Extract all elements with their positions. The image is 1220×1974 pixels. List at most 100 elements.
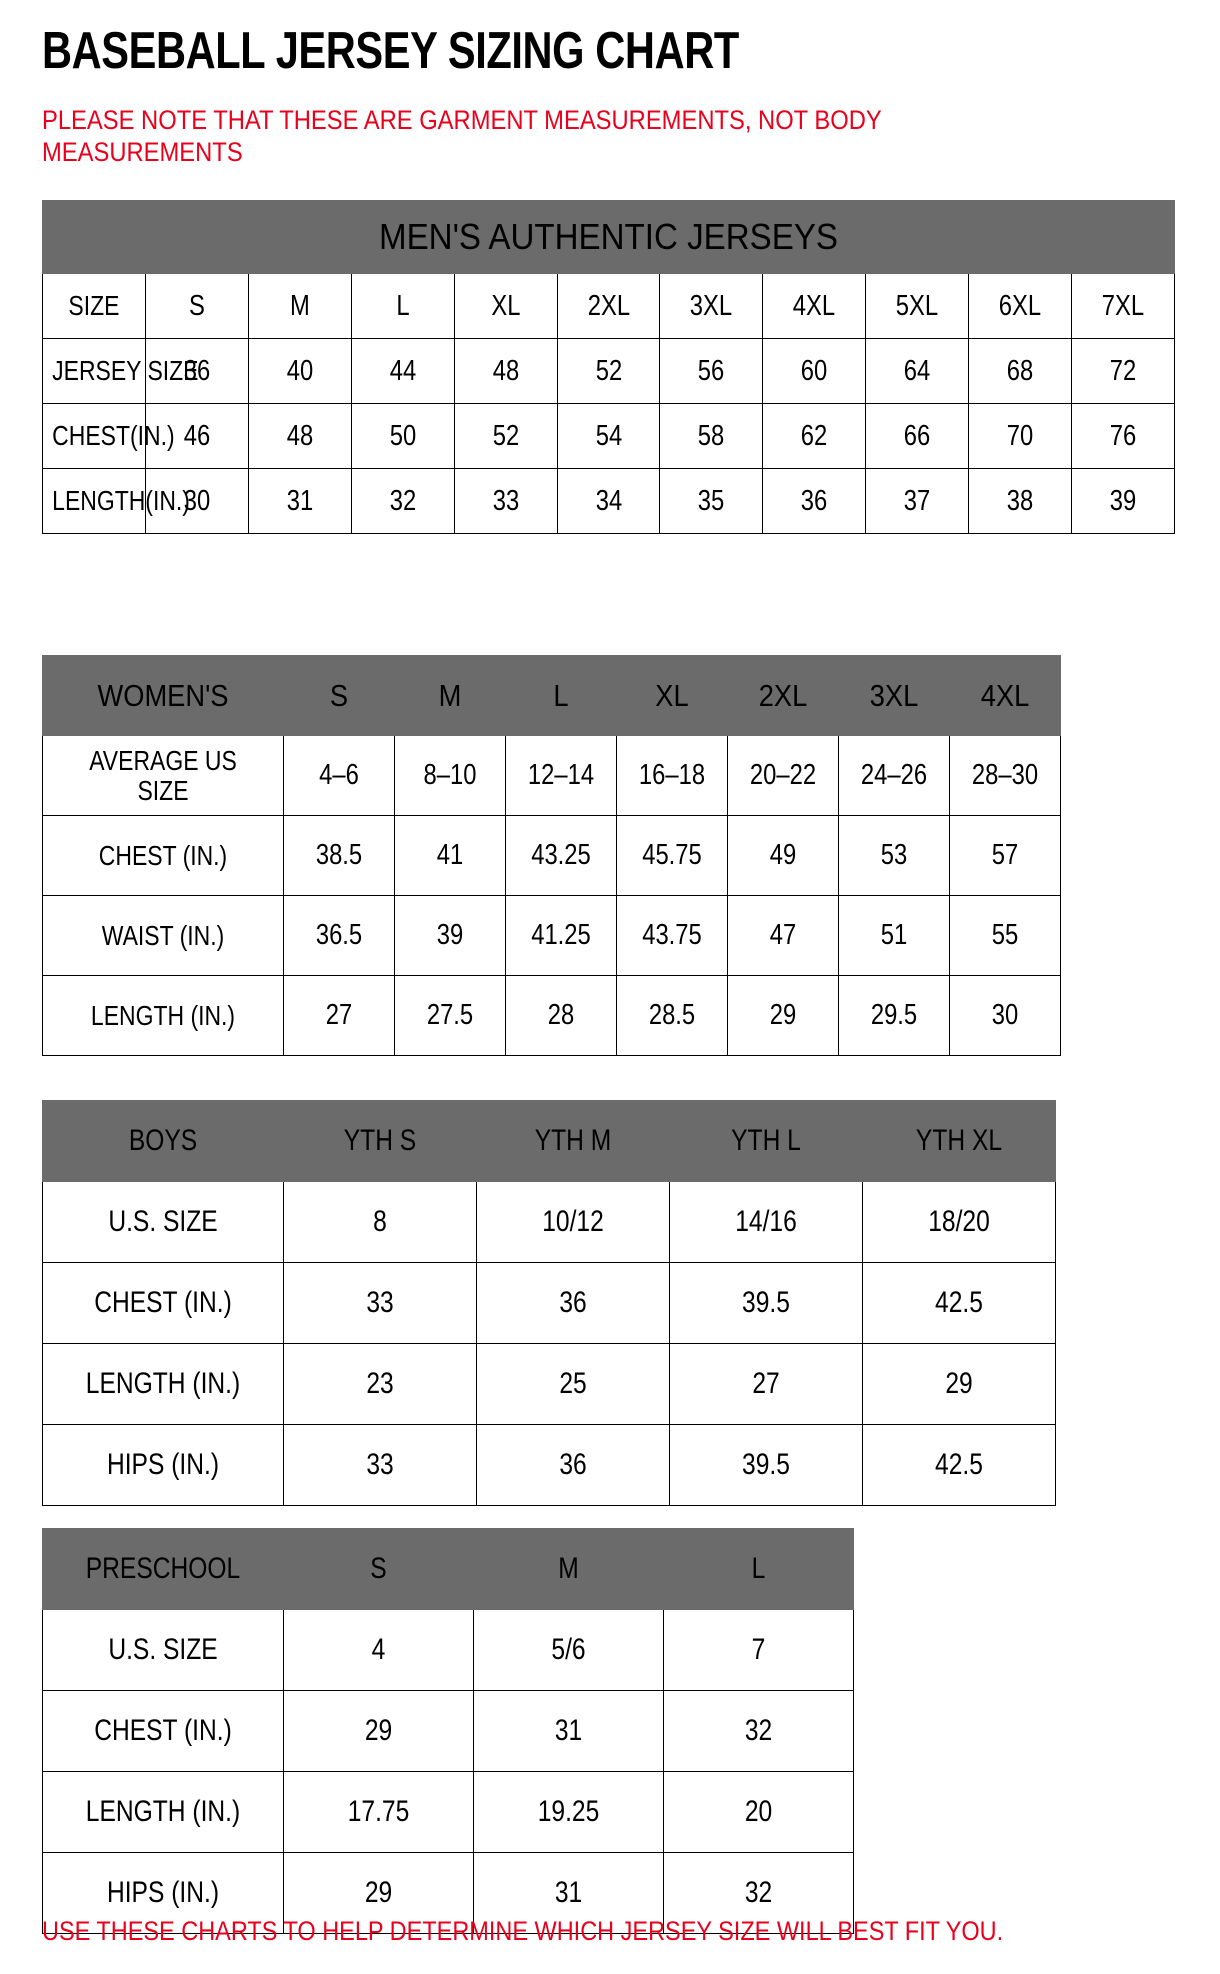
womens-value-cell: 49 — [727, 815, 839, 896]
womens-header-row: WOMEN'S S M L XL 2XL 3XL 4XL — [42, 655, 1061, 736]
table-row: JERSEY SIZE 36 40 44 48 52 56 60 64 68 72 — [42, 338, 1175, 404]
footer-help-note: USE THESE CHARTS TO HELP DETERMINE WHICH… — [42, 1916, 1004, 1946]
mens-value-cell: 37 — [865, 468, 970, 534]
mens-value-cell-text: 48 — [286, 419, 313, 452]
boys-row-label-text: HIPS (IN.) — [106, 1448, 220, 1481]
womens-value-cell: 45.75 — [616, 815, 728, 896]
preschool-size-header: M — [473, 1528, 664, 1610]
preschool-row-label: LENGTH (IN.) — [42, 1771, 284, 1853]
boys-size-header-text: YTH L — [731, 1124, 801, 1157]
womens-value-cell-text: 27 — [325, 999, 353, 1031]
womens-value-cell-text: 16–18 — [638, 759, 706, 791]
womens-table-body: WOMEN'S S M L XL 2XL 3XL 4XL AVERAGE US SIZE 4–6 8… — [42, 655, 1061, 1056]
preschool-row-label-text: U.S. SIZE — [108, 1633, 218, 1666]
mens-value-cell-text: 33 — [492, 484, 519, 517]
womens-corner-label-text: WOMEN'S — [97, 677, 229, 713]
boys-value-cell: 18/20 — [862, 1181, 1056, 1263]
preschool-row-label: HIPS (IN.) — [42, 1852, 284, 1934]
preschool-row-label-text: HIPS (IN.) — [106, 1876, 220, 1909]
boys-value-cell: 8 — [283, 1181, 477, 1263]
womens-size-header: S — [283, 655, 395, 736]
mens-value-cell: 44 — [350, 338, 455, 404]
womens-size-header: 4XL — [949, 655, 1061, 736]
mens-size-header-6xl: 6XL — [968, 273, 1073, 339]
table-row: CHEST(IN.) 46 48 50 52 54 58 62 66 70 76 — [42, 403, 1175, 469]
womens-size-header-text: M — [438, 677, 462, 713]
table-row: HIPS (IN.) 29 31 32 — [42, 1852, 854, 1934]
womens-value-cell: 57 — [949, 815, 1061, 896]
womens-value-cell: 51 — [838, 895, 950, 976]
womens-value-cell-text: 45.75 — [642, 839, 702, 871]
mens-size-header-5xl: 5XL — [865, 273, 970, 339]
mens-value-cell-text: 60 — [801, 354, 828, 387]
mens-value-cell: 36 — [762, 468, 867, 534]
mens-value-cell-text: 70 — [1006, 419, 1034, 452]
mens-size-header-l-text: L — [396, 289, 410, 322]
preschool-value-cell: 17.75 — [283, 1771, 474, 1853]
mens-banner-label-text: MEN'S AUTHENTIC JERSEYS — [378, 216, 839, 257]
mens-size-header-2xl: 2XL — [556, 273, 661, 339]
page-title: BASEBALL JERSEY SIZING CHART — [42, 22, 739, 80]
mens-value-cell: 76 — [1071, 403, 1175, 469]
boys-value-cell: 42.5 — [862, 1262, 1056, 1344]
mens-row-label-text: LENGTH(IN.) — [52, 485, 190, 516]
table-row: AVERAGE US SIZE 4–6 8–10 12–14 16–18 20–22 24–… — [42, 735, 1061, 816]
preschool-size-header: S — [283, 1528, 474, 1610]
womens-value-cell-text: 29.5 — [870, 999, 918, 1031]
preschool-sizing-table: PRESCHOOL S M L U.S. SIZE 4 5/6 7 CHEST (IN.) 29 3… — [42, 1528, 854, 1934]
mens-size-header-7xl: 7XL — [1071, 273, 1175, 339]
womens-value-cell: 41 — [394, 815, 506, 896]
womens-size-header: M — [394, 655, 506, 736]
womens-size-header-text: 3XL — [869, 677, 919, 713]
boys-row-label: HIPS (IN.) — [42, 1424, 284, 1506]
mens-size-header-4xl-text: 4XL — [793, 289, 836, 322]
preschool-value-cell: 31 — [473, 1690, 664, 1772]
womens-value-cell: 28 — [505, 975, 617, 1056]
womens-corner-label: WOMEN'S — [42, 655, 284, 736]
mens-size-header-m-text: M — [289, 289, 310, 322]
womens-value-cell-text: 20–22 — [749, 759, 817, 791]
preschool-value-cell-text: 4 — [371, 1633, 386, 1666]
womens-size-header-text: S — [329, 677, 349, 713]
womens-value-cell: 8–10 — [394, 735, 506, 816]
womens-value-cell: 4–6 — [283, 735, 395, 816]
mens-value-cell: 54 — [556, 403, 661, 469]
mens-value-cell: 58 — [659, 403, 764, 469]
mens-value-cell: 40 — [247, 338, 352, 404]
mens-value-cell-text: 62 — [801, 419, 828, 452]
boys-value-cell-text: 39.5 — [742, 1286, 790, 1319]
preschool-value-cell: 19.25 — [473, 1771, 664, 1853]
womens-size-header-text: XL — [655, 677, 689, 713]
preschool-corner-label-text: PRESCHOOL — [85, 1552, 241, 1585]
boys-size-header: YTH L — [669, 1100, 863, 1182]
mens-value-cell: 50 — [350, 403, 455, 469]
boys-value-cell-text: 25 — [559, 1367, 587, 1400]
table-row: LENGTH (IN.) 23 25 27 29 — [42, 1343, 1056, 1425]
boys-value-cell-text: 8 — [373, 1205, 387, 1238]
boys-value-cell: 25 — [476, 1343, 670, 1425]
preschool-value-cell: 29 — [283, 1690, 474, 1772]
mens-value-cell-text: 64 — [903, 354, 931, 387]
womens-value-cell-text: 4–6 — [319, 759, 359, 791]
mens-value-cell-text: 50 — [389, 419, 416, 452]
boys-value-cell: 29 — [862, 1343, 1056, 1425]
womens-value-cell-text: 41 — [436, 839, 464, 871]
mens-size-header-3xl: 3XL — [659, 273, 764, 339]
womens-row-label-text: CHEST (IN.) — [98, 839, 228, 871]
table-row: CHEST (IN.) 38.5 41 43.25 45.75 49 53 57 — [42, 815, 1061, 896]
boys-value-cell-text: 23 — [366, 1367, 394, 1400]
boys-value-cell-text: 14/16 — [735, 1205, 797, 1238]
mens-corner-label: SIZE — [42, 273, 146, 339]
mens-value-cell: 46 — [144, 403, 249, 469]
mens-corner-label-text: SIZE — [68, 290, 120, 321]
mens-size-header-m: M — [247, 273, 352, 339]
womens-value-cell: 27.5 — [394, 975, 506, 1056]
mens-value-cell-text: 36 — [183, 354, 211, 387]
womens-value-cell: 24–26 — [838, 735, 950, 816]
preschool-value-cell: 4 — [283, 1609, 474, 1691]
preschool-table-body: PRESCHOOL S M L U.S. SIZE 4 5/6 7 CHEST (IN.) 29 3… — [42, 1528, 854, 1934]
boys-value-cell: 39.5 — [669, 1424, 863, 1506]
mens-banner-label: MEN'S AUTHENTIC JERSEYS — [42, 200, 1175, 274]
womens-value-cell-text: 38.5 — [315, 839, 363, 871]
mens-size-header-4xl: 4XL — [762, 273, 867, 339]
